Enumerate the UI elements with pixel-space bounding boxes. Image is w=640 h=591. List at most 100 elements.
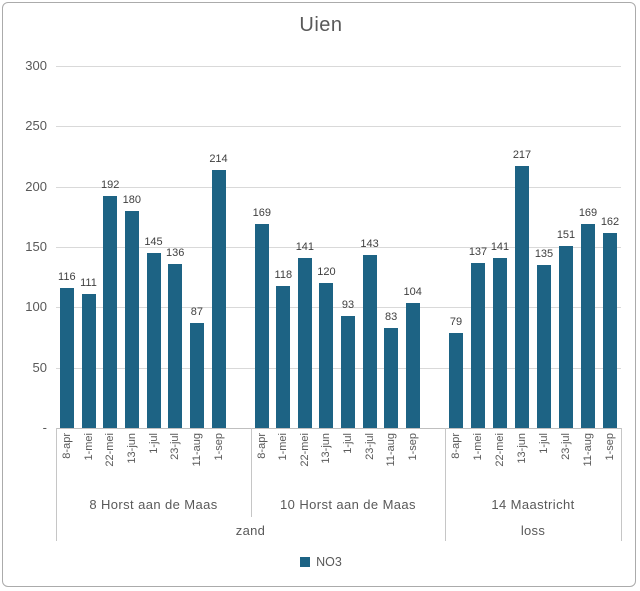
data-label: 162 bbox=[600, 215, 620, 228]
data-label: 180 bbox=[122, 193, 141, 206]
bar-1-jul-g0 bbox=[146, 253, 161, 428]
x-category-label: 23-jul bbox=[363, 433, 376, 460]
data-label: 135 bbox=[534, 248, 554, 261]
data-label: 136 bbox=[165, 246, 185, 259]
x-axis-line bbox=[56, 428, 621, 429]
x-category-label: 13-jun bbox=[516, 433, 528, 464]
bar-8-apr-g1 bbox=[254, 224, 269, 428]
gridline-150 bbox=[56, 247, 621, 248]
bar-23-jul-g2 bbox=[559, 245, 573, 428]
group-label: 14 Maastricht bbox=[491, 497, 575, 512]
data-label: 104 bbox=[403, 285, 422, 298]
data-label: 87 bbox=[190, 306, 203, 319]
soil-label-zand: zand bbox=[235, 523, 266, 538]
y-axis-tick-label: - bbox=[42, 420, 47, 435]
gridline-200 bbox=[56, 186, 621, 188]
x-category-label: 22-mei bbox=[494, 433, 506, 467]
bar-1-jul-g2 bbox=[537, 265, 551, 428]
x-category-label: 1-jul bbox=[147, 433, 160, 454]
data-label: 145 bbox=[144, 236, 163, 249]
data-label: 217 bbox=[512, 149, 532, 162]
data-label: 93 bbox=[341, 298, 355, 311]
bar-1-mei-g2 bbox=[471, 262, 485, 428]
data-label: 151 bbox=[556, 228, 576, 241]
axis-table-right-edge bbox=[621, 428, 622, 541]
y-axis-tick-label: 50 bbox=[32, 359, 47, 375]
bar-1-sep-g0 bbox=[211, 169, 226, 428]
x-category-label: 1-jul bbox=[342, 433, 354, 454]
bar-13-jun-g1 bbox=[319, 283, 334, 428]
x-category-label: 11-aug bbox=[385, 433, 398, 467]
y-axis-tick-label: 250 bbox=[25, 118, 47, 134]
x-category-label: 1-mei bbox=[277, 433, 290, 461]
x-category-label: 1-sep bbox=[604, 433, 616, 461]
bar-23-jul-g1 bbox=[362, 255, 377, 428]
legend-label: NO3 bbox=[316, 555, 342, 569]
bar-13-jun-g2 bbox=[515, 166, 529, 428]
x-category-label: 22-mei bbox=[298, 433, 311, 467]
bar-11-aug-g2 bbox=[581, 224, 595, 428]
x-category-label: 13-jun bbox=[125, 433, 138, 464]
data-label: 141 bbox=[295, 240, 315, 253]
x-category-label: 1-jul bbox=[538, 433, 550, 454]
bar-1-sep-g2 bbox=[603, 232, 617, 428]
x-category-label: 13-jun bbox=[320, 433, 333, 464]
data-label: 169 bbox=[252, 207, 271, 220]
bar-1-mei-g1 bbox=[276, 285, 291, 428]
gridline-50 bbox=[56, 367, 621, 369]
bar-11-aug-g0 bbox=[189, 323, 204, 428]
x-category-label: 1-sep bbox=[212, 433, 225, 461]
y-axis-tick-label: 150 bbox=[25, 239, 47, 254]
bar-11-aug-g1 bbox=[384, 327, 399, 428]
data-label: 111 bbox=[80, 277, 97, 290]
data-label: 116 bbox=[58, 271, 76, 284]
bar-8-apr-g0 bbox=[59, 288, 74, 428]
legend-swatch-no3 bbox=[300, 557, 311, 567]
data-label: 83 bbox=[384, 310, 398, 323]
bar-22-mei-g2 bbox=[493, 257, 507, 428]
bar-1-sep-g1 bbox=[405, 302, 420, 428]
data-label: 192 bbox=[100, 179, 120, 192]
x-category-label: 1-mei bbox=[82, 433, 95, 461]
bar-22-mei-g1 bbox=[297, 257, 312, 428]
gridline-250 bbox=[56, 126, 621, 128]
x-category-label: 8-apr bbox=[255, 433, 268, 459]
bar-13-jun-g0 bbox=[124, 210, 139, 428]
y-axis-tick-label: 300 bbox=[25, 58, 47, 73]
x-category-label: 22-mei bbox=[104, 433, 117, 467]
data-label: 79 bbox=[449, 315, 463, 328]
bar-22-mei-g0 bbox=[103, 196, 118, 428]
chart-title: Uien bbox=[299, 14, 343, 36]
bar-1-jul-g1 bbox=[341, 315, 355, 428]
gridline-100 bbox=[56, 307, 621, 309]
y-axis-tick-label: 100 bbox=[25, 299, 47, 315]
bar-1-mei-g0 bbox=[81, 294, 96, 428]
soil-label-loss: loss bbox=[520, 523, 546, 538]
x-category-label: 8-apr bbox=[60, 433, 73, 459]
bar-23-jul-g0 bbox=[168, 263, 183, 428]
data-label: 120 bbox=[317, 266, 336, 279]
data-label: 143 bbox=[360, 238, 379, 251]
data-label: 214 bbox=[209, 152, 228, 165]
y-axis-tick-label: 200 bbox=[25, 178, 47, 194]
data-label: 141 bbox=[490, 240, 510, 253]
axis-table-divider-1 bbox=[251, 428, 252, 517]
group-label: 10 Horst aan de Maas bbox=[280, 497, 416, 512]
group-label: 8 Horst aan de Maas bbox=[89, 497, 218, 512]
data-label: 137 bbox=[468, 245, 488, 258]
x-category-label: 11-aug bbox=[582, 433, 594, 467]
legend: NO3 bbox=[3, 553, 635, 571]
data-label: 169 bbox=[578, 207, 598, 220]
x-category-label: 1-mei bbox=[472, 433, 484, 461]
axis-table-divider-2 bbox=[445, 428, 446, 541]
data-label: 118 bbox=[274, 268, 293, 281]
x-category-label: 23-jul bbox=[560, 433, 572, 460]
axis-table-left-edge bbox=[56, 428, 57, 541]
x-category-label: 8-apr bbox=[450, 433, 462, 459]
x-category-label: 11-aug bbox=[190, 433, 203, 467]
x-category-label: 1-sep bbox=[406, 433, 419, 461]
x-category-label: 23-jul bbox=[169, 433, 182, 460]
bar-8-apr-g2 bbox=[449, 332, 463, 428]
